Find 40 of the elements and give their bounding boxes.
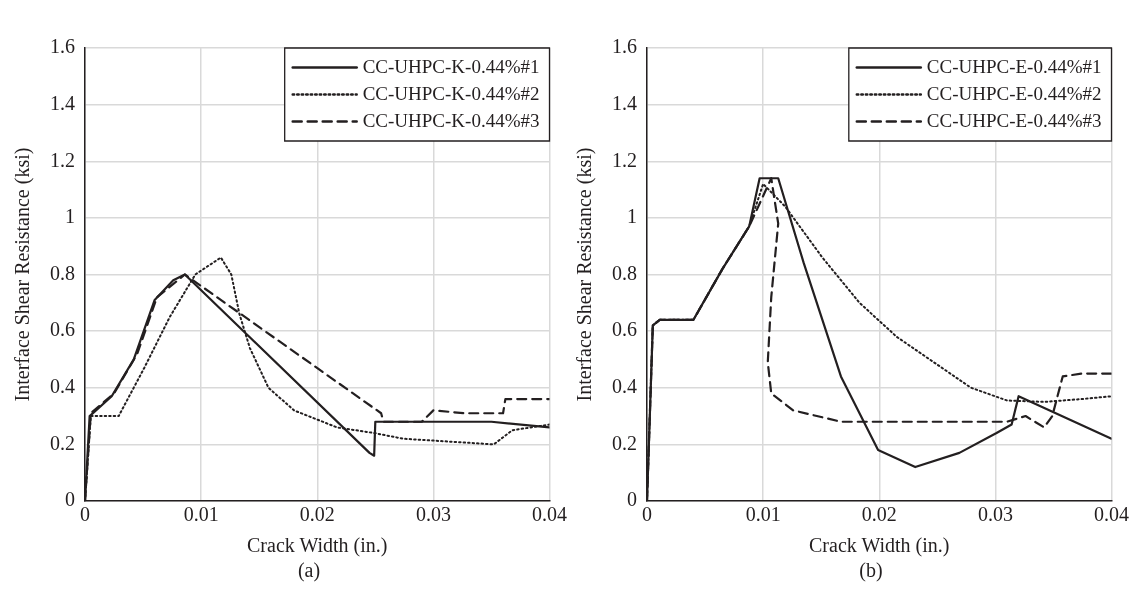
- legend-label: CC-UHPC-E-0.44%#2: [926, 83, 1102, 105]
- y-tick-label: 1.2: [612, 148, 637, 171]
- y-tick-label: 0: [627, 488, 637, 511]
- legend-label: CC-UHPC-E-0.44%#3: [926, 110, 1102, 132]
- legend-label: CC-UHPC-E-0.44%#1: [926, 56, 1102, 78]
- y-tick-label: 0.2: [50, 431, 75, 454]
- y-tick-label: 0.2: [612, 431, 637, 454]
- y-tick-label: 1: [627, 205, 637, 228]
- x-tick-label: 0: [642, 503, 652, 526]
- y-tick-label: 0: [65, 488, 75, 511]
- y-tick-label: 0.4: [50, 375, 75, 397]
- legend-label: CC-UHPC-K-0.44%#1: [362, 56, 540, 78]
- text: (b): [858, 559, 883, 582]
- y-axis-title: Interface Shear Resistance (ksi): [573, 147, 597, 402]
- text: (a): [296, 559, 321, 582]
- x-tick-label: 0.03: [977, 503, 1013, 526]
- y-tick-label: 0.4: [612, 375, 637, 397]
- legend-label: CC-UHPC-K-0.44%#2: [362, 83, 540, 105]
- y-tick-label: 1.6: [612, 35, 637, 58]
- y-tick-label: 0.6: [50, 318, 75, 341]
- y-axis-title: Interface Shear Resistance (ksi): [11, 147, 35, 402]
- y-tick-label: 1.4: [612, 91, 637, 114]
- x-axis-title: Crack Width (in.): [247, 534, 388, 558]
- x-axis-title: Crack Width (in.): [809, 534, 950, 558]
- legend-label: CC-UHPC-K-0.44%#3: [362, 110, 540, 132]
- x-tick-label: 0.01: [183, 503, 219, 526]
- x-tick-label: 0.02: [861, 503, 897, 526]
- y-tick-label: 0.8: [612, 261, 637, 284]
- y-tick-label: 0.8: [50, 261, 75, 284]
- x-tick-label: 0.01: [745, 503, 781, 526]
- y-tick-label: 1.2: [50, 148, 75, 171]
- y-tick-label: 1.4: [50, 91, 75, 114]
- y-tick-label: 1: [65, 205, 75, 228]
- x-tick-label: 0.03: [415, 503, 451, 526]
- x-tick-label: 0: [80, 503, 90, 526]
- x-tick-label: 0.02: [299, 503, 335, 526]
- y-tick-label: 0.6: [612, 318, 637, 341]
- y-tick-label: 1.6: [50, 35, 75, 58]
- x-tick-label: 0.04: [532, 503, 567, 526]
- x-tick-label: 0.04: [1094, 503, 1129, 526]
